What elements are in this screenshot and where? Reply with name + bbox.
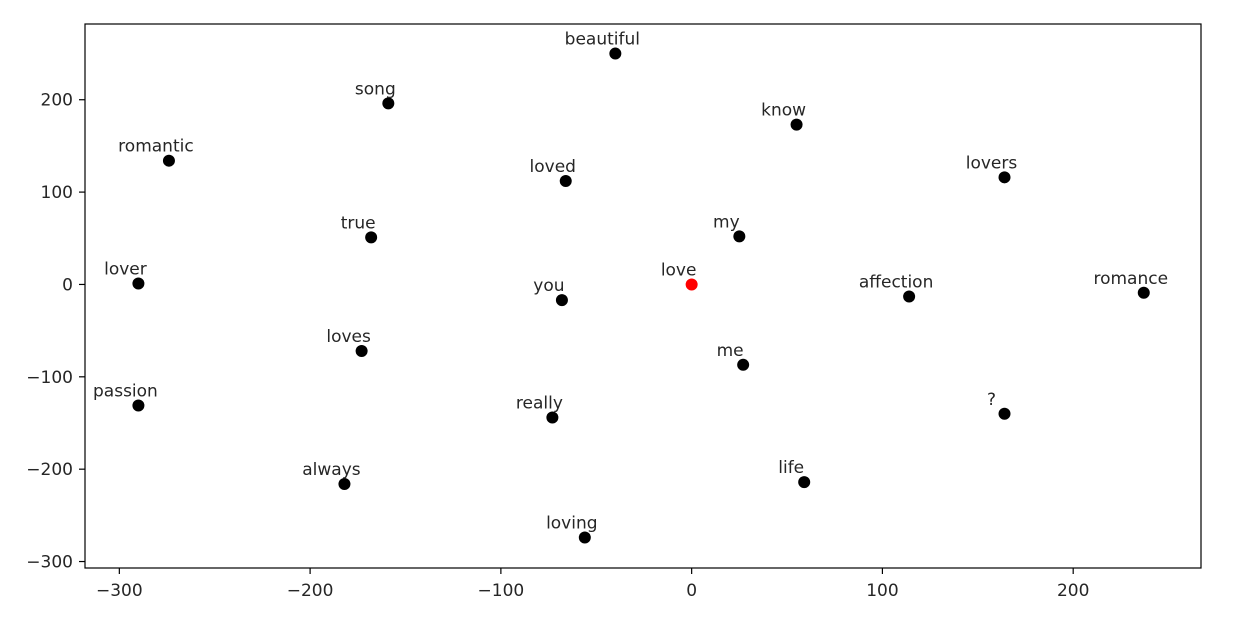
y-axis: 200 100 0 −100 −200 −300 bbox=[26, 91, 85, 573]
y-tick-label: 0 bbox=[62, 275, 73, 295]
scatter-point bbox=[798, 476, 811, 489]
point-label: loving bbox=[546, 514, 597, 534]
scatter-point bbox=[685, 278, 698, 291]
point-label: beautiful bbox=[565, 30, 640, 50]
y-tick-label: −300 bbox=[26, 553, 73, 573]
point-label: know bbox=[761, 101, 806, 121]
x-tick-label: 100 bbox=[866, 581, 898, 601]
point-label: ? bbox=[987, 390, 996, 410]
point-label: me bbox=[717, 341, 744, 361]
scatter-point bbox=[578, 531, 591, 544]
scatter-point bbox=[609, 47, 622, 60]
y-tick-label: −100 bbox=[26, 368, 73, 388]
y-tick-label: −200 bbox=[26, 460, 73, 480]
data-points: beautiful song know romantic loved lovers true… bbox=[93, 30, 1168, 544]
x-tick-label: −300 bbox=[96, 581, 143, 601]
point-label: song bbox=[355, 79, 396, 99]
point-label: lover bbox=[104, 260, 147, 280]
point-label: true bbox=[341, 213, 376, 233]
scatter-point bbox=[559, 175, 572, 188]
point-label: affection bbox=[859, 272, 934, 292]
scatter-point bbox=[1137, 286, 1150, 299]
y-tick-label: 200 bbox=[41, 91, 73, 111]
point-label: really bbox=[516, 393, 563, 413]
point-label: loves bbox=[326, 327, 371, 347]
x-axis: −300 −200 −100 0 100 200 bbox=[96, 568, 1089, 601]
point-label: passion bbox=[93, 381, 158, 401]
point-label: life bbox=[778, 458, 804, 478]
scatter-point bbox=[998, 171, 1011, 184]
point-label: romantic bbox=[118, 137, 194, 157]
scatter-point bbox=[546, 411, 559, 424]
scatter-point bbox=[355, 344, 368, 357]
point-label: loved bbox=[530, 157, 576, 177]
scatter-point bbox=[555, 294, 568, 307]
x-tick-label: −100 bbox=[478, 581, 525, 601]
scatter-point bbox=[737, 358, 750, 371]
scatter-point bbox=[365, 231, 378, 244]
scatter-point bbox=[903, 290, 916, 303]
point-label: love bbox=[661, 260, 697, 280]
x-tick-label: 0 bbox=[686, 581, 697, 601]
point-label: always bbox=[302, 460, 361, 480]
point-label: lovers bbox=[966, 153, 1018, 173]
scatter-point bbox=[790, 118, 803, 131]
plot-area-frame bbox=[84, 23, 1202, 569]
point-label: romance bbox=[1093, 269, 1168, 289]
point-label: you bbox=[533, 276, 564, 296]
y-tick-label: 100 bbox=[41, 183, 73, 203]
scatter-point bbox=[338, 477, 351, 490]
scatter-point bbox=[162, 154, 175, 167]
x-tick-label: −200 bbox=[287, 581, 334, 601]
scatter-point bbox=[733, 230, 746, 243]
scatter-point bbox=[998, 407, 1011, 420]
scatter-point bbox=[382, 97, 395, 110]
x-tick-label: 200 bbox=[1057, 581, 1089, 601]
scatter-point bbox=[132, 277, 145, 290]
scatter-point bbox=[132, 399, 145, 412]
point-label: my bbox=[713, 212, 740, 232]
